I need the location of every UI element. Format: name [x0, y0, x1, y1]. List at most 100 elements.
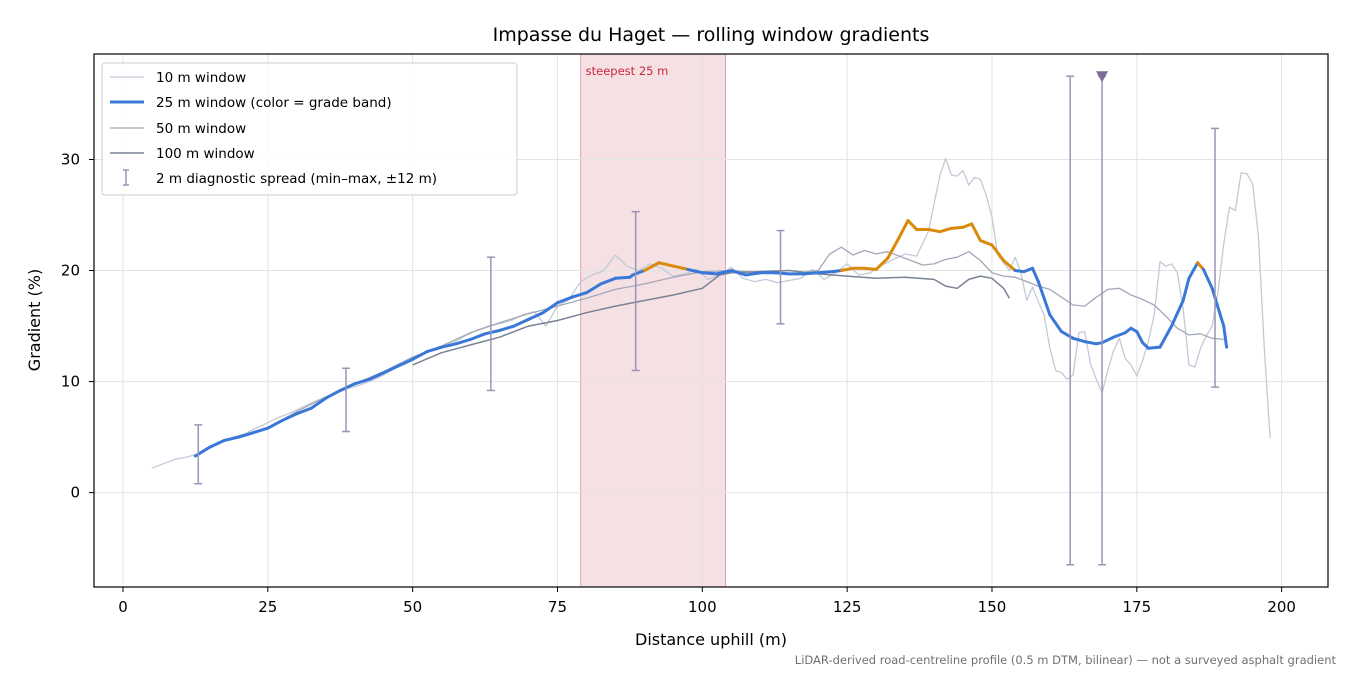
series-25m-segment	[897, 219, 910, 239]
series-25m-segment	[396, 357, 415, 368]
series-25m-segment	[280, 412, 299, 422]
series-25m-segment	[541, 301, 559, 315]
x-tick-label: 175	[1122, 598, 1151, 616]
series-25m-segment	[1048, 313, 1064, 334]
x-tick-label: 200	[1267, 598, 1296, 616]
series-25m-segment	[469, 332, 487, 341]
series-25m-segment	[863, 266, 878, 271]
series-25m-segment	[338, 382, 357, 392]
series-25m-segment	[1187, 261, 1200, 280]
series-25m-segment	[938, 226, 953, 234]
series-25m-segment	[324, 388, 342, 400]
series-25m-segment	[1100, 335, 1116, 345]
x-tick-label: 0	[118, 598, 128, 616]
series-25m-segment	[251, 426, 270, 435]
series-25m-segment	[237, 431, 255, 439]
y-tick-label: 20	[61, 262, 80, 280]
series-25m-segment	[570, 291, 588, 299]
series-25m-segment	[773, 271, 791, 276]
series-25m-segment	[1071, 336, 1087, 344]
x-tick-label: 150	[978, 598, 1007, 616]
series-25m-segment	[512, 317, 531, 328]
series-25m-segment	[454, 337, 473, 346]
series-25m-segment	[613, 275, 632, 280]
series-25m-segment	[1060, 330, 1075, 340]
y-tick-label: 10	[61, 373, 80, 391]
series-25m-segment	[802, 271, 820, 276]
series-25m-segment	[839, 266, 855, 273]
series-25m-segment	[1222, 324, 1229, 349]
series-25m-segment	[990, 243, 1006, 263]
series-25m-segment	[874, 256, 890, 271]
series-25m-segment	[266, 418, 284, 430]
series-25m-segment	[631, 269, 646, 277]
series-25m-segment	[970, 222, 982, 243]
x-tick-label: 50	[403, 598, 422, 616]
y-axis-label: Gradient (%)	[25, 269, 44, 371]
series-25m-segment	[382, 364, 400, 375]
series-25m-segment	[686, 267, 704, 275]
series-25m-segment	[353, 377, 371, 386]
series-25m-segment	[715, 269, 733, 276]
series-25m-segment	[1002, 259, 1017, 273]
series-25m-segment	[729, 269, 748, 277]
series-25m-segment	[584, 282, 603, 295]
footnote: LiDAR-derived road-centreline profile (0…	[795, 653, 1337, 667]
x-tick-label: 75	[548, 598, 567, 616]
series-25m-segment	[1135, 330, 1145, 345]
series-25m-segment	[978, 239, 994, 247]
series-25m-segment	[440, 342, 458, 349]
series-25m-segment	[309, 396, 328, 410]
series-25m-segment	[816, 270, 835, 275]
x-tick-label: 25	[258, 598, 277, 616]
plot-frame	[93, 53, 1329, 588]
series-25m-segment	[1022, 266, 1035, 274]
series-25m-segment	[886, 235, 901, 260]
y-tick-label: 30	[61, 150, 80, 168]
series-25m-segment	[208, 438, 226, 449]
series-25m-segment	[1031, 266, 1040, 284]
series-25m-segment	[411, 350, 429, 361]
series-25m-segment	[425, 345, 444, 354]
chart-title: Impasse du Haget — rolling window gradie…	[493, 24, 930, 46]
legend-label: 50 m window	[156, 121, 246, 137]
series-25m-segment	[1201, 267, 1214, 290]
series-25m-segment	[926, 227, 942, 234]
series-25m-segment	[599, 276, 617, 286]
steepest-band	[580, 54, 726, 587]
series-25m-segment	[961, 222, 974, 229]
series-25m-segment	[1112, 331, 1127, 339]
series-25m-segment	[483, 328, 502, 336]
x-axis-label: Distance uphill (m)	[635, 630, 787, 649]
series-25m-segment	[367, 371, 386, 381]
series-25m-segment	[1210, 286, 1226, 328]
series-50m-line	[267, 246, 1224, 429]
series-25m-segment	[1170, 299, 1185, 328]
legend-box	[101, 62, 518, 196]
series-25m-segment	[1181, 276, 1191, 303]
series-25m-segment	[1036, 280, 1052, 317]
clipped-marker	[1096, 71, 1109, 83]
series-25m-segment	[949, 225, 965, 230]
series-25m-segment	[1146, 345, 1162, 350]
series-25m-segment	[906, 219, 919, 231]
series-25m-segment	[671, 264, 690, 271]
series-25m-segment	[744, 271, 762, 277]
steepest-band-label: steepest 25 m	[586, 64, 669, 78]
legend-label: 100 m window	[156, 146, 255, 162]
series-25m-segment	[1158, 324, 1174, 349]
legend-label: 10 m window	[156, 70, 246, 86]
series-25m-segment	[555, 295, 574, 305]
series-25m-segment	[527, 311, 545, 321]
legend-label: 25 m window (color = grade band)	[156, 95, 392, 111]
series-25m-segment	[1083, 340, 1098, 346]
series-25m-segment	[642, 261, 661, 273]
x-tick-label: 100	[688, 598, 717, 616]
series-25m-segment	[657, 261, 675, 268]
series-25m-segment	[222, 435, 241, 442]
legend-label: 2 m diagnostic spread (min–max, ±12 m)	[156, 171, 437, 187]
series-25m-segment	[498, 324, 516, 332]
series-25m-segment	[295, 406, 313, 416]
series-25m-segment	[700, 271, 719, 276]
